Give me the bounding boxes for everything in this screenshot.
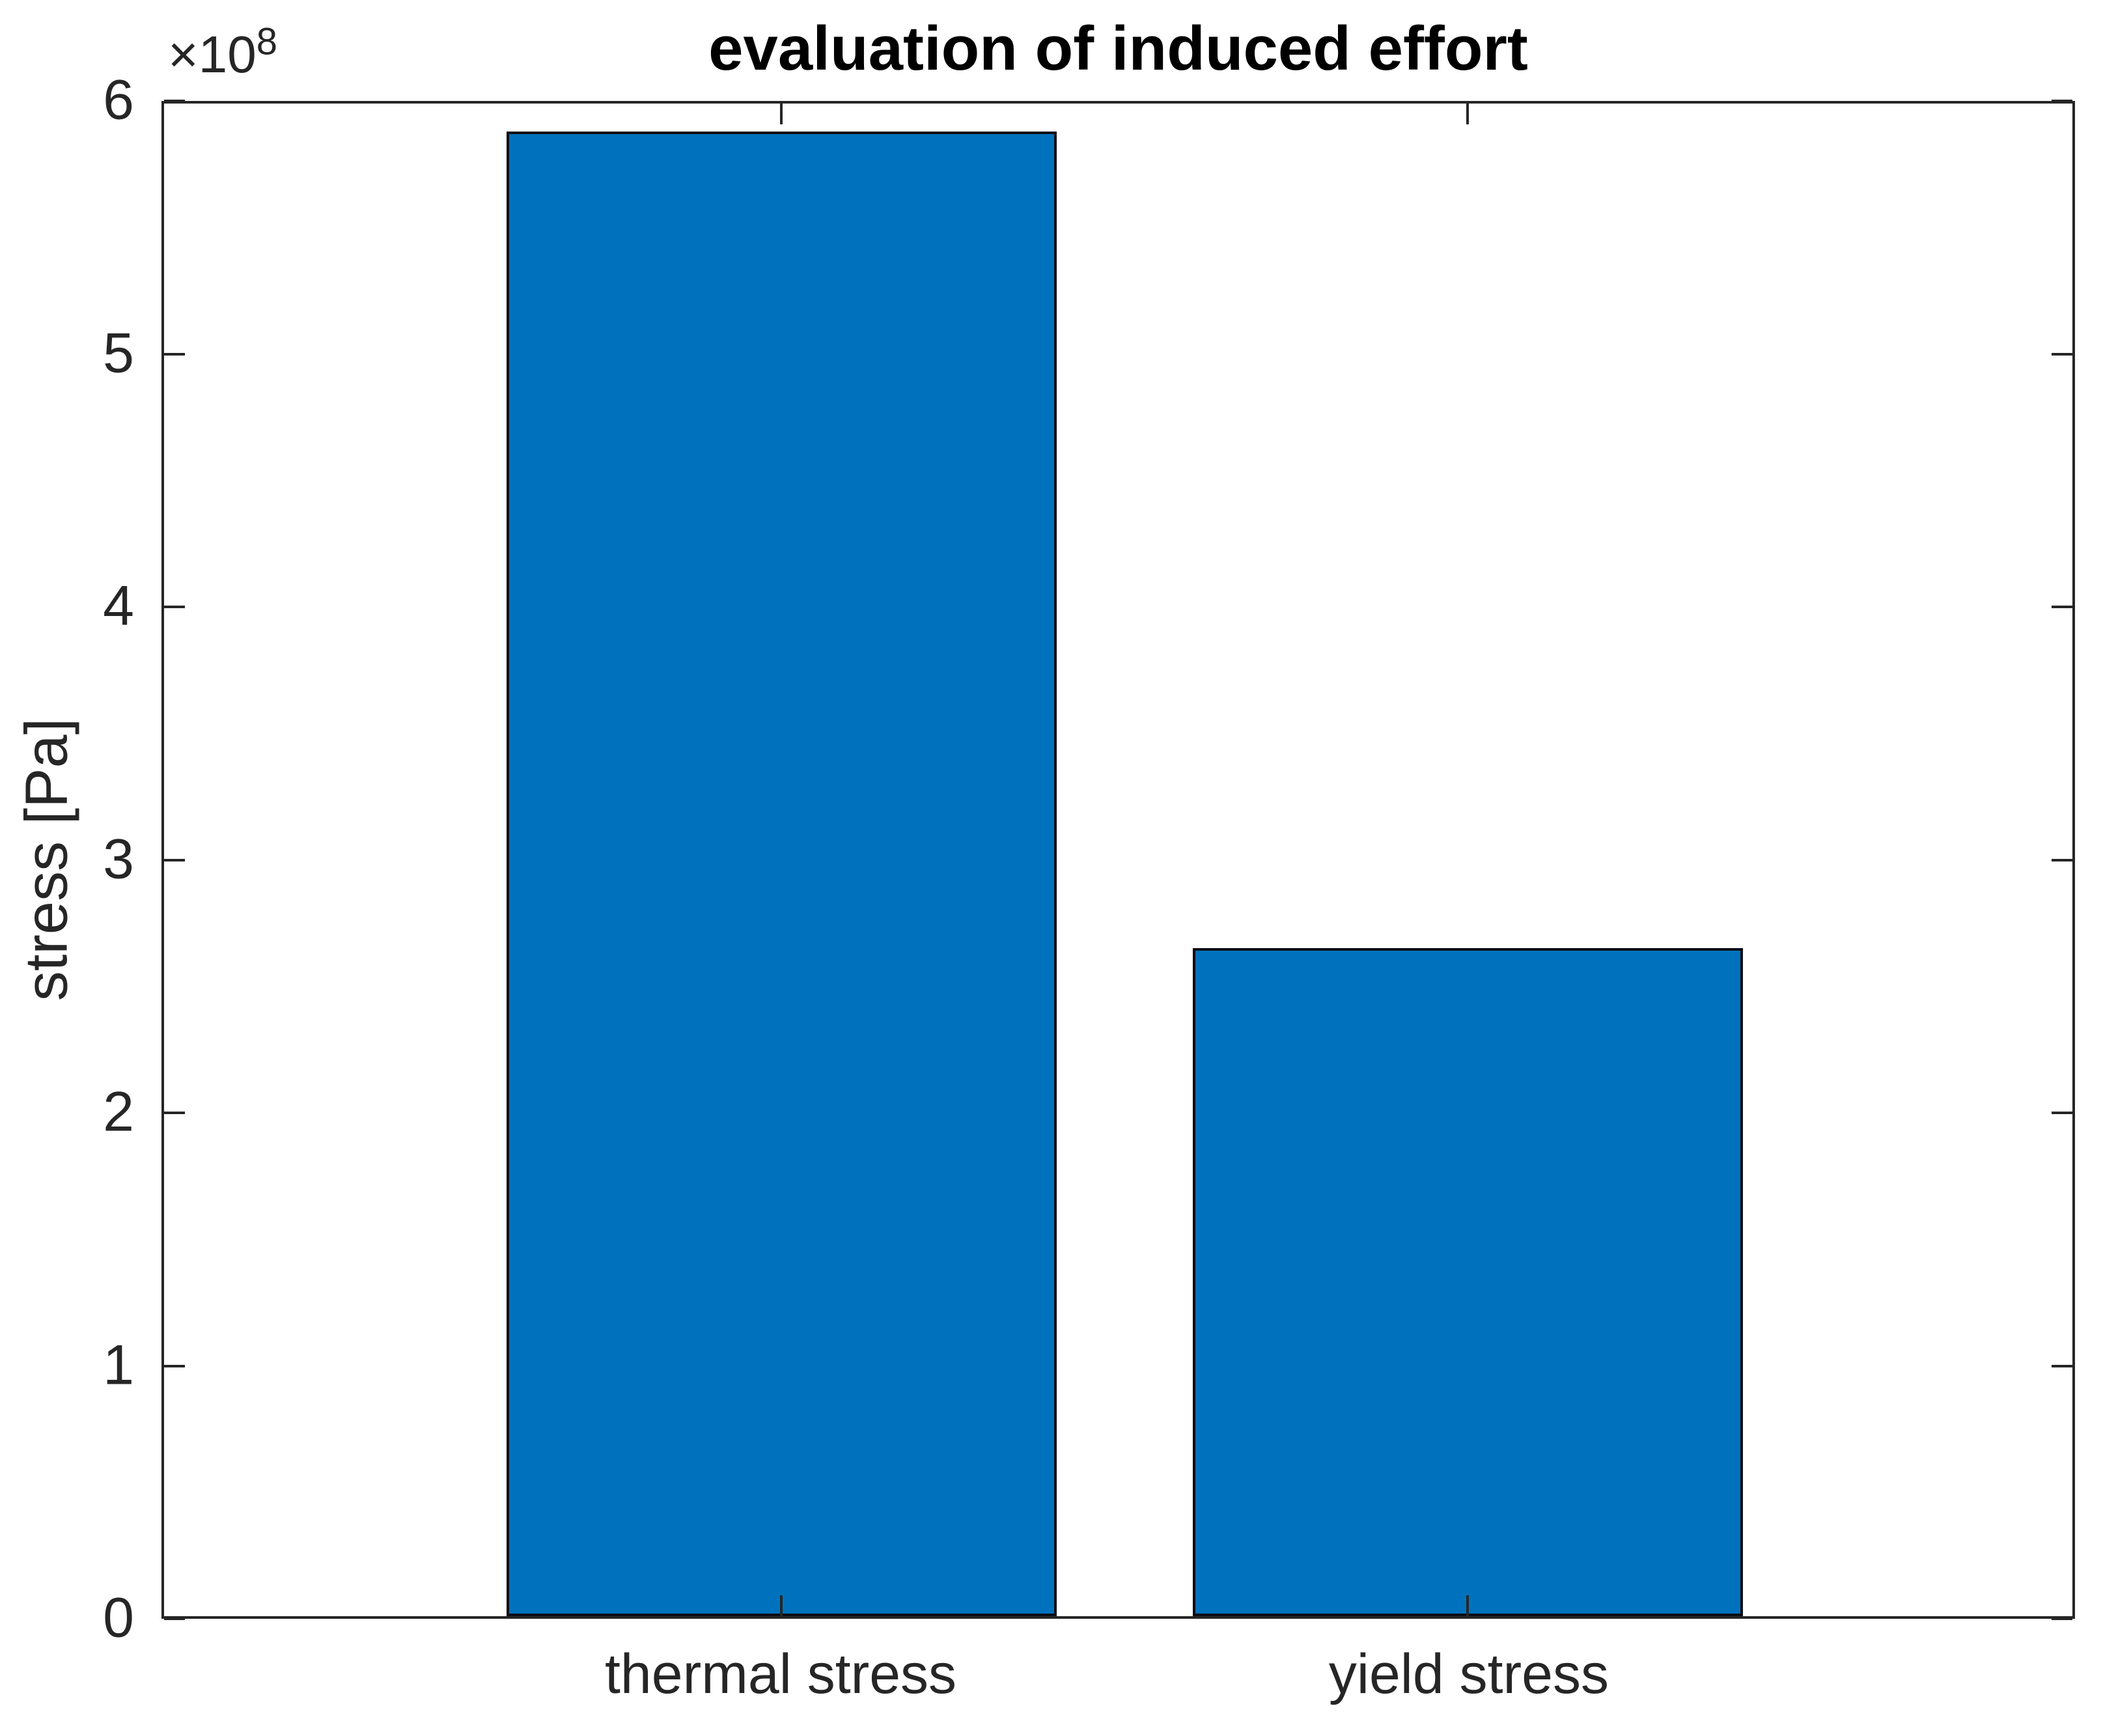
x-tick-mark-bottom-yield-stress [1466, 1595, 1469, 1616]
y-tick-mark-right-5 [2052, 352, 2072, 356]
y-tick-mark-left-1 [164, 1364, 185, 1367]
y-tick-label-2: 2 [103, 1080, 134, 1143]
y-tick-label-3: 3 [103, 827, 134, 890]
y-tick-mark-right-0 [2052, 1617, 2072, 1620]
x-tick-mark-bottom-thermal-stress [780, 1595, 783, 1616]
y-axis-exponent-power: 8 [256, 20, 277, 63]
y-axis-exponent: ×108 [168, 23, 277, 85]
y-axis-exponent-base: ×10 [168, 25, 257, 83]
x-tick-label-thermal-stress: thermal stress [605, 1643, 957, 1705]
y-tick-mark-left-0 [164, 1617, 185, 1620]
x-tick-mark-top-yield-stress [1466, 104, 1469, 124]
y-tick-label-5: 5 [103, 321, 134, 384]
y-tick-mark-left-5 [164, 352, 185, 356]
bar-thermal-stress [507, 131, 1057, 1616]
y-tick-mark-right-3 [2052, 858, 2072, 861]
y-tick-mark-right-6 [2052, 100, 2072, 102]
y-tick-label-0: 0 [103, 1586, 134, 1649]
y-tick-mark-left-3 [164, 858, 185, 861]
bar-yield-stress [1193, 948, 1743, 1616]
y-tick-mark-left-2 [164, 1112, 185, 1114]
y-tick-mark-right-1 [2052, 1364, 2072, 1367]
plot-area [161, 100, 2075, 1620]
y-tick-label-6: 6 [103, 68, 134, 132]
y-tick-mark-right-2 [2052, 1112, 2072, 1114]
y-tick-label-1: 1 [103, 1333, 134, 1396]
y-tick-label-4: 4 [103, 574, 134, 637]
y-tick-mark-right-4 [2052, 606, 2072, 608]
x-tick-mark-top-thermal-stress [780, 104, 783, 124]
y-tick-mark-left-4 [164, 606, 185, 608]
chart-title: evaluation of induced effort [708, 14, 1528, 83]
x-tick-label-yield-stress: yield stress [1328, 1643, 1609, 1705]
y-tick-mark-left-6 [164, 100, 185, 102]
